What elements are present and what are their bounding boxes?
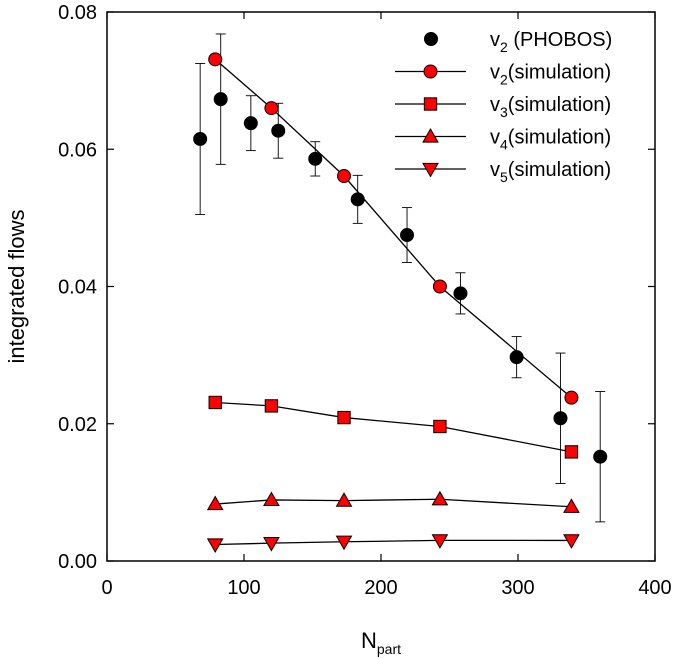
legend-label-main: v	[490, 94, 500, 116]
series-4-point	[335, 535, 353, 551]
series-0-point	[271, 123, 286, 138]
legend-marker	[424, 32, 438, 46]
series-3-point	[335, 492, 353, 507]
legend-label-subscript: 5	[500, 169, 508, 185]
series-0-point	[350, 192, 365, 207]
x-tick-label: 400	[638, 577, 671, 599]
legend-label-rest: (simulation)	[508, 94, 611, 116]
legend-label-rest: (simulation)	[508, 62, 611, 84]
legend-label-main: v	[490, 62, 500, 84]
legend: v2 (PHOBOS)v2(simulation)v3(simulation)v…	[395, 29, 612, 185]
legend-label: v2(simulation)	[490, 62, 611, 88]
series-1-point	[432, 279, 447, 294]
legend-entry: v2(simulation)	[395, 62, 611, 88]
series-2-point	[564, 445, 579, 459]
x-tick-label: 200	[364, 577, 397, 599]
series-0-point	[243, 116, 258, 131]
series-0-point	[193, 131, 208, 146]
data-markers	[193, 52, 608, 554]
series-0-point	[509, 350, 524, 365]
legend-label-subscript: 2	[500, 39, 508, 55]
series-2-point	[433, 419, 447, 434]
x-axis-title: Npart	[361, 628, 401, 657]
legend-label-main: v	[490, 159, 500, 181]
series-2-point	[337, 410, 351, 425]
series-0-point	[400, 228, 415, 243]
legend-label-subscript: 4	[500, 137, 508, 153]
legend-marker	[423, 64, 438, 79]
series-1-point	[264, 101, 279, 116]
legend-entry: v5(simulation)	[395, 159, 611, 185]
series-3-point	[431, 490, 449, 506]
legend-label: v2 (PHOBOS)	[490, 29, 612, 55]
legend-label-main: v	[490, 127, 500, 149]
series-4-point	[206, 538, 224, 554]
legend-marker	[422, 128, 439, 143]
legend-label-rest: (simulation)	[508, 127, 611, 149]
series-2-point	[208, 395, 222, 410]
x-tick-label: 0	[101, 577, 112, 599]
series-2-point	[264, 399, 279, 413]
series-1-point	[208, 52, 223, 67]
legend-label-subscript: 2	[500, 72, 508, 88]
y-tick-label: 0.04	[58, 277, 97, 299]
legend-label-subscript: 3	[500, 104, 508, 120]
series-0-point	[453, 286, 468, 301]
legend-label-main: v	[490, 29, 500, 51]
legend-label: v4(simulation)	[490, 127, 611, 153]
series-3-point	[206, 495, 224, 511]
x-axis-title-subscript: part	[377, 641, 401, 657]
legend-label: v5(simulation)	[490, 159, 611, 185]
series-3-point	[563, 498, 580, 513]
y-tick-label: 0.00	[58, 551, 97, 573]
y-tick-label: 0.06	[58, 139, 97, 161]
y-tick-label: 0.08	[58, 2, 97, 24]
x-axis-title-main: N	[361, 628, 377, 653]
series-1-point	[337, 169, 352, 184]
y-tick-label: 0.02	[58, 414, 97, 436]
legend-entry: v3(simulation)	[395, 94, 611, 120]
series-0-point	[593, 449, 608, 464]
x-tick-label: 100	[227, 577, 260, 599]
series-0-point	[213, 92, 228, 107]
legend-label: v3(simulation)	[490, 94, 611, 120]
series-4-point	[263, 537, 280, 552]
legend-entry: v4(simulation)	[395, 127, 611, 153]
y-axis-title: integrated flows	[4, 209, 29, 363]
legend-entry: v2 (PHOBOS)	[424, 29, 612, 55]
series-1-point	[564, 390, 579, 405]
x-tick-label: 300	[501, 577, 534, 599]
legend-label-rest: (simulation)	[508, 159, 611, 181]
legend-label-rest: (PHOBOS)	[508, 29, 612, 51]
legend-marker	[423, 97, 438, 111]
series-3-point	[263, 491, 280, 507]
series-4-point	[431, 534, 449, 549]
axis-ticks: 0 100 200 300 400 0.00 0.02 0.04 0.06 0.08	[58, 2, 672, 599]
series-4-point	[563, 534, 580, 549]
series-0-point	[553, 411, 568, 426]
series-0-point	[308, 151, 323, 166]
legend-marker	[422, 162, 439, 178]
